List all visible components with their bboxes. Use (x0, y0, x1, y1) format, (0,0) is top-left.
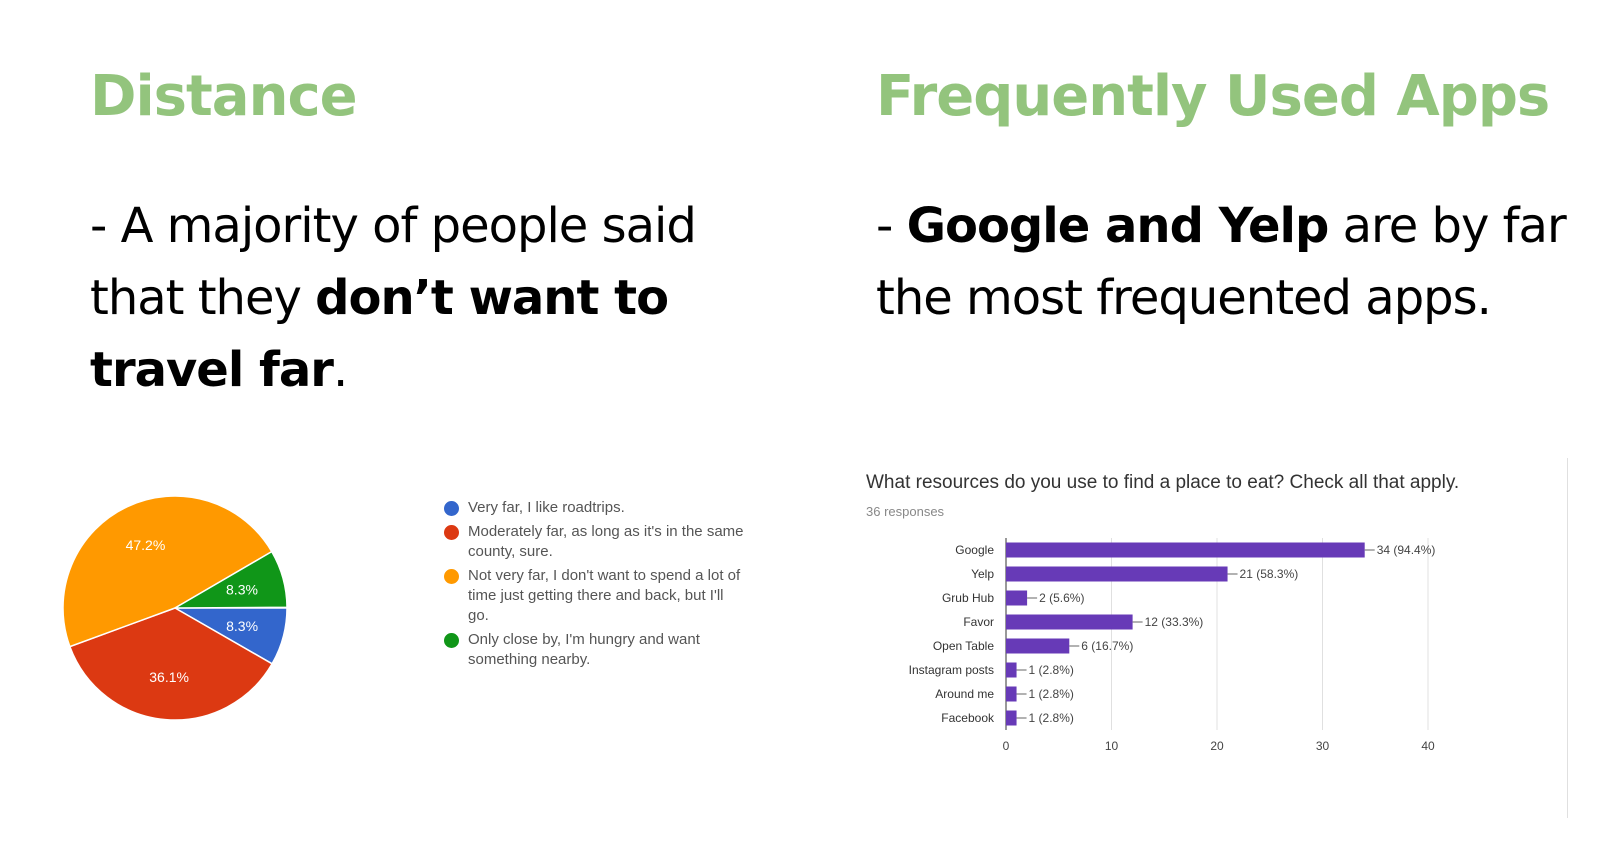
bar (1006, 542, 1365, 558)
legend-label: Only close by, I'm hungry and want somet… (468, 631, 700, 668)
bar-value-label: 1 (2.8%) (1029, 663, 1074, 677)
bar-value-label: 1 (2.8%) (1029, 711, 1074, 725)
legend-item: Moderately far, as long as it's in the s… (444, 522, 744, 562)
bar (1006, 638, 1070, 654)
legend-item: Not very far, I don't want to spend a lo… (444, 566, 744, 626)
x-tick-label: 0 (1003, 739, 1010, 753)
legend-label: Moderately far, as long as it's in the s… (468, 523, 744, 560)
pie-slice (68, 607, 274, 721)
bar-value-label: 2 (5.6%) (1039, 591, 1084, 605)
category-label: Facebook (941, 711, 995, 725)
bar-value-label: 34 (94.4%) (1377, 543, 1436, 557)
legend-swatch (444, 633, 459, 648)
apps-bar-chart-panel: What resources do you use to find a plac… (856, 458, 1568, 818)
apps-heading: Frequently Used Apps (876, 64, 1550, 129)
legend-swatch (444, 501, 459, 516)
legend-label: Not very far, I don't want to spend a lo… (468, 567, 741, 624)
apps-text-bold: Google and Yelp (906, 198, 1330, 254)
bar (1006, 566, 1228, 582)
category-label: Grub Hub (942, 591, 994, 605)
distance-text-bold: don’t want to travel far (90, 270, 669, 398)
pie-slice-label: 8.3% (226, 582, 258, 598)
x-tick-label: 20 (1210, 739, 1224, 753)
apps-text-prefix: - (876, 198, 907, 254)
category-label: Open Table (933, 639, 994, 653)
legend-swatch (444, 525, 459, 540)
apps-text-suffix: are by far the most frequented apps. (876, 198, 1567, 326)
bar (1006, 686, 1017, 702)
distance-text-suffix: . (332, 342, 348, 398)
x-tick-label: 30 (1316, 739, 1330, 753)
bar-value-label: 1 (2.8%) (1029, 687, 1074, 701)
panel-divider (1567, 458, 1568, 818)
bar-chart-title: What resources do you use to find a plac… (866, 472, 1460, 493)
pie-slice (62, 495, 273, 648)
pie-slice-label: 47.2% (126, 537, 166, 553)
bar (1006, 590, 1028, 606)
category-label: Favor (963, 615, 994, 629)
category-label: Instagram posts (909, 663, 994, 677)
apps-text: - Google and Yelp are by far the most fr… (876, 190, 1576, 334)
category-label: Yelp (971, 567, 994, 581)
x-tick-label: 40 (1421, 739, 1435, 753)
bar-value-label: 6 (16.7%) (1081, 639, 1133, 653)
distance-pie-chart: 8.3% 36.1% 47.2% 8.3% (62, 495, 288, 721)
pie-legend: Very far, I like roadtrips. Moderately f… (444, 498, 744, 674)
category-label: Around me (935, 687, 994, 701)
legend-label: Very far, I like roadtrips. (468, 499, 625, 516)
bar (1006, 662, 1017, 678)
distance-text-prefix: - A majority of people said that they (90, 198, 697, 326)
bar (1006, 614, 1133, 630)
bar (1006, 710, 1017, 726)
bar-value-label: 21 (58.3%) (1240, 567, 1299, 581)
distance-heading: Distance (90, 64, 358, 129)
pie-slice-label: 36.1% (149, 669, 189, 685)
x-tick-label: 10 (1105, 739, 1119, 753)
category-label: Google (955, 543, 994, 557)
legend-item: Very far, I like roadtrips. (444, 498, 744, 518)
bar-chart-subtitle: 36 responses (866, 504, 945, 519)
pie-slice (172, 550, 288, 609)
apps-bar-chart: 0 10 20 30 40 Google 34 (94.4%) Yelp 21 (58.3%) G… (909, 538, 1436, 753)
legend-swatch (444, 569, 459, 584)
bar-value-label: 12 (33.3%) (1145, 615, 1204, 629)
legend-item: Only close by, I'm hungry and want somet… (444, 630, 744, 670)
pie-slice-label: 8.3% (226, 618, 258, 634)
distance-text: - A majority of people said that they do… (90, 190, 790, 406)
